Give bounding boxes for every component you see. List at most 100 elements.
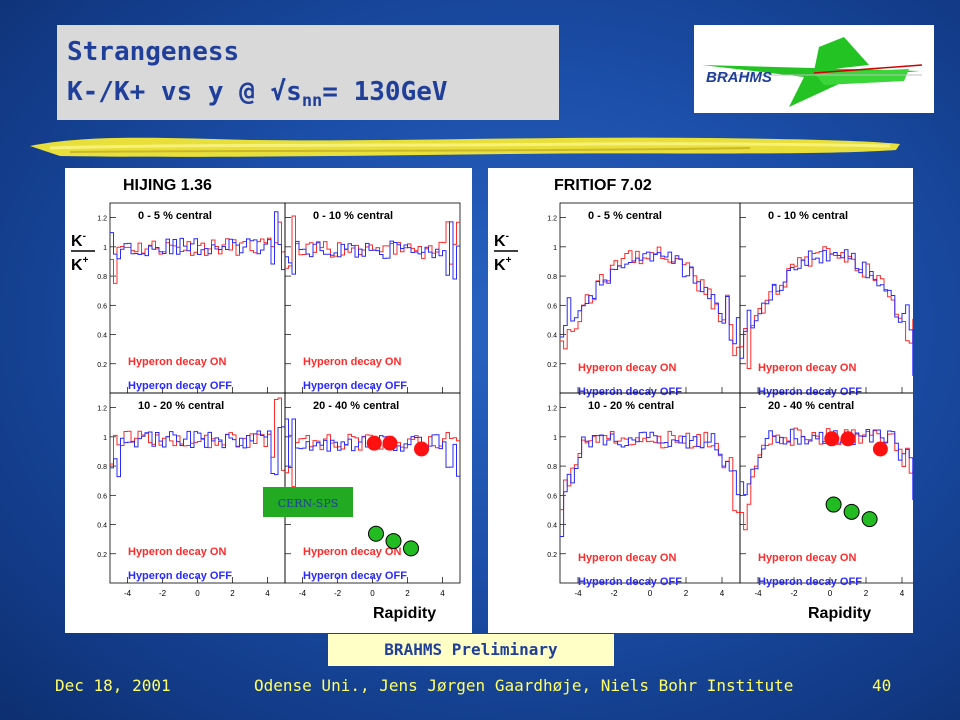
legend-decay-on: Hyperon decay ON bbox=[758, 362, 856, 374]
subpanel-2: 0 - 10 % central Hyperon decay ON Hyperon … bbox=[284, 202, 461, 394]
legend-decay-on: Hyperon decay ON bbox=[578, 362, 676, 374]
legend-decay-on: Hyperon decay ON bbox=[758, 552, 856, 564]
fritiof-chart: FRITIOF 7.02 K- K+ 0.2 0.4 0.6 0.8 1 1.2 0 - 5 % … bbox=[494, 177, 921, 622]
centrality-label: 10 - 20 % central bbox=[588, 400, 674, 412]
ylabel-numerator: K- bbox=[494, 231, 509, 250]
y-tick-label: 0.6 bbox=[97, 493, 107, 500]
histogram-decay-off bbox=[110, 211, 285, 271]
x-tick-label: -4 bbox=[574, 589, 582, 598]
centrality-label: 20 - 40 % central bbox=[313, 400, 399, 412]
x-axis-label: Rapidity bbox=[373, 605, 436, 622]
y-tick-label: 0.8 bbox=[97, 274, 107, 281]
title-line2-sub: nn bbox=[301, 91, 323, 112]
subpanel-1: 0.2 0.4 0.6 0.8 1 1.2 0 - 5 % central Hyperon d… bbox=[97, 202, 286, 394]
y-tick-label: 0.8 bbox=[547, 274, 557, 281]
x-tick-label: -2 bbox=[610, 589, 618, 598]
centrality-label: 0 - 5 % central bbox=[588, 210, 662, 222]
slide-title-line1: Strangeness bbox=[67, 37, 240, 67]
brahms-logo: BRAHMS bbox=[694, 25, 934, 113]
x-tick-label: 2 bbox=[405, 589, 410, 598]
y-tick-label: 1.2 bbox=[97, 216, 107, 223]
histogram-decay-off bbox=[560, 251, 740, 345]
footer-page-number: 40 bbox=[872, 676, 892, 695]
x-tick-label: 4 bbox=[720, 589, 725, 598]
fritiof-chart-panel: FRITIOF 7.02 K- K+ 0.2 0.4 0.6 0.8 1 1.2 0 - 5 % … bbox=[488, 168, 921, 633]
cern-sps-point bbox=[368, 525, 384, 542]
x-tick-label: -4 bbox=[299, 589, 307, 598]
x-tick-label: 0 bbox=[648, 589, 653, 598]
x-tick-label: 4 bbox=[900, 589, 905, 598]
subpanel-3: 0.2 0.4 0.6 0.8 1 1.2 -4 -2 0 2 4 10 - 20 % central… bbox=[97, 392, 286, 598]
y-tick-label: 0.2 bbox=[97, 552, 107, 559]
brahms-point bbox=[382, 435, 398, 451]
brahms-point bbox=[824, 431, 840, 447]
y-tick-label: 0.8 bbox=[547, 464, 557, 471]
histogram-decay-on bbox=[560, 430, 740, 513]
legend-decay-off: Hyperon decay OFF bbox=[128, 380, 232, 392]
x-tick-label: 4 bbox=[440, 589, 445, 598]
centrality-label: 10 - 20 % central bbox=[138, 400, 224, 412]
x-tick-label: -2 bbox=[159, 589, 167, 598]
brahms-point bbox=[414, 441, 429, 457]
legend-decay-on: Hyperon decay ON bbox=[128, 546, 226, 558]
y-tick-label: 0.6 bbox=[547, 303, 557, 310]
centrality-label: 0 - 10 % central bbox=[313, 210, 393, 222]
y-tick-label: 0.8 bbox=[97, 464, 107, 471]
subpanel-1: 0.2 0.4 0.6 0.8 1 1.2 0 - 5 % central Hyperon d… bbox=[547, 202, 741, 398]
centrality-label: 0 - 5 % central bbox=[138, 210, 212, 222]
y-tick-label: 0.2 bbox=[97, 362, 107, 369]
y-tick-label: 1 bbox=[103, 435, 107, 442]
title-line2-prefix: K-/K+ vs y @ √s bbox=[67, 77, 302, 107]
y-tick-label: 0.6 bbox=[97, 303, 107, 310]
x-tick-label: 4 bbox=[265, 589, 270, 598]
y-tick-label: 1.2 bbox=[97, 406, 107, 413]
legend-decay-off: Hyperon decay OFF bbox=[303, 570, 407, 582]
x-tick-label: 2 bbox=[864, 589, 869, 598]
subpanel-4: -4 -2 0 2 4 20 - 40 % central Hyperon decay ON… bbox=[284, 392, 461, 598]
histogram-decay-off bbox=[285, 221, 460, 280]
ylabel-denominator: K+ bbox=[494, 255, 512, 274]
legend-decay-on: Hyperon decay ON bbox=[303, 546, 401, 558]
cern-sps-point bbox=[861, 511, 878, 528]
subpanel-3: 0.2 0.4 0.6 0.8 1 1.2 -4 -2 0 2 4 10 - 20 % central… bbox=[547, 392, 741, 598]
legend-decay-on: Hyperon decay ON bbox=[303, 356, 401, 368]
cern-sps-point bbox=[403, 540, 419, 557]
y-tick-label: 1.2 bbox=[547, 216, 557, 223]
y-tick-label: 1 bbox=[103, 245, 107, 252]
brahms-point bbox=[840, 431, 856, 447]
subpanel-4: -4 -2 0 2 4 20 - 40 % central Hyperon decay ON… bbox=[739, 392, 921, 598]
x-tick-label: -2 bbox=[334, 589, 342, 598]
x-tick-label: 0 bbox=[828, 589, 833, 598]
brahms-point bbox=[872, 441, 888, 457]
y-tick-label: 0.2 bbox=[547, 362, 557, 369]
chart-title: FRITIOF 7.02 bbox=[554, 177, 652, 194]
x-tick-label: -4 bbox=[754, 589, 762, 598]
ylabel-denominator: K+ bbox=[71, 255, 89, 274]
histogram-decay-on bbox=[110, 397, 285, 471]
hijing-chart-panel: HIJING 1.36 K- K+ 0.2 0.4 0.6 0.8 1 1.2 0 - 5 % c… bbox=[65, 168, 472, 633]
cern-sps-point bbox=[385, 533, 402, 550]
y-tick-label: 1 bbox=[553, 245, 557, 252]
subpanel-2: 0 - 10 % central Hyperon decay ON Hyperon … bbox=[739, 202, 921, 398]
legend-decay-off: Hyperon decay OFF bbox=[128, 570, 232, 582]
histogram-decay-on bbox=[285, 215, 460, 269]
x-tick-label: 2 bbox=[684, 589, 689, 598]
y-tick-label: 0.4 bbox=[547, 523, 557, 530]
slide-title-line2: K-/K+ vs y @ √snn= 130GeV bbox=[67, 77, 448, 111]
logo-text: BRAHMS bbox=[706, 69, 772, 86]
x-tick-label: -2 bbox=[790, 589, 798, 598]
y-tick-label: 0.6 bbox=[547, 493, 557, 500]
x-tick-label: 0 bbox=[195, 589, 200, 598]
x-axis-label: Rapidity bbox=[808, 605, 871, 622]
x-tick-label: 2 bbox=[230, 589, 235, 598]
title-box: Strangeness K-/K+ vs y @ √snn= 130GeV bbox=[57, 25, 559, 120]
histogram-decay-on bbox=[740, 246, 920, 369]
x-tick-label: 0 bbox=[370, 589, 375, 598]
ylabel-numerator: K- bbox=[71, 231, 86, 250]
footer-center: Odense Uni., Jens Jørgen Gaardhøje, Niel… bbox=[254, 676, 794, 695]
cern-sps-point bbox=[843, 503, 860, 520]
histogram-decay-off bbox=[110, 426, 285, 478]
histogram-decay-off bbox=[560, 431, 740, 538]
y-tick-label: 1 bbox=[553, 435, 557, 442]
legend-decay-off: Hyperon decay OFF bbox=[578, 576, 682, 588]
